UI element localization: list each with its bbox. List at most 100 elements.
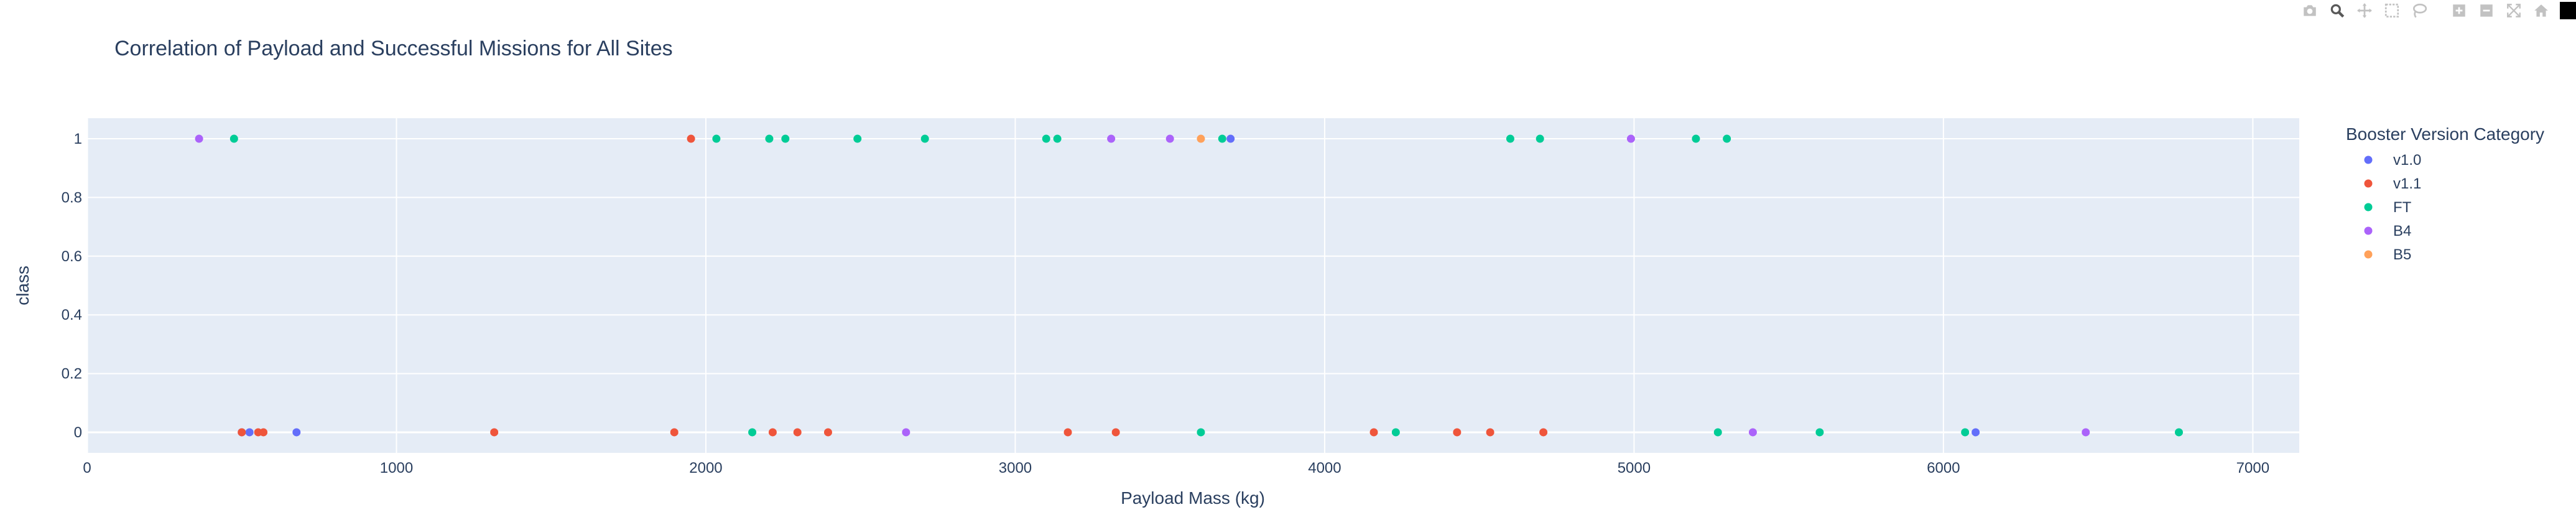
x-tick-label: 2000 — [689, 460, 722, 476]
box-select-button[interactable] — [2378, 1, 2406, 20]
chart-title: Correlation of Payload and Successful Mi… — [114, 37, 673, 60]
data-point[interactable] — [195, 134, 203, 143]
data-point[interactable] — [853, 134, 862, 143]
data-point[interactable] — [1391, 428, 1400, 437]
y-tick-label: 1 — [74, 131, 82, 147]
legend-marker — [2364, 156, 2373, 164]
data-point[interactable] — [1815, 428, 1824, 437]
data-point[interactable] — [793, 428, 802, 437]
data-point[interactable] — [687, 134, 695, 143]
zoom-in-button[interactable] — [2445, 1, 2473, 20]
data-point[interactable] — [292, 428, 301, 437]
data-point[interactable] — [1692, 134, 1700, 143]
data-point[interactable] — [1197, 134, 1205, 143]
modebar-toolbar — [2296, 1, 2576, 20]
data-point[interactable] — [1226, 134, 1235, 143]
legend-title: Booster Version Category — [2346, 124, 2544, 144]
autoscale-button[interactable] — [2500, 1, 2527, 20]
autoscale-icon — [2507, 4, 2521, 17]
y-tick-label: 0.2 — [62, 366, 82, 383]
y-axis-title: class — [13, 266, 32, 305]
data-point[interactable] — [1748, 428, 1757, 437]
reset-axes-button[interactable] — [2527, 1, 2555, 20]
camera-icon — [2304, 5, 2316, 16]
y-tick-label: 0.8 — [62, 189, 82, 206]
y-axis-ticks: 0 0.2 0.4 0.6 0.8 1 — [62, 131, 82, 441]
data-point[interactable] — [490, 428, 499, 437]
data-point[interactable] — [748, 428, 757, 437]
legend-marker — [2364, 250, 2373, 259]
y-tick-label: 0 — [74, 424, 82, 441]
plot-background[interactable] — [87, 118, 2299, 453]
data-point[interactable] — [823, 428, 832, 437]
x-tick-label: 4000 — [1308, 460, 1341, 476]
zoom-out-button[interactable] — [2473, 1, 2500, 20]
data-point[interactable] — [1486, 428, 1494, 437]
zoom-button[interactable] — [2323, 1, 2351, 20]
lasso-select-icon — [2412, 3, 2427, 18]
legend-label: FT — [2393, 199, 2412, 216]
data-point[interactable] — [781, 134, 790, 143]
data-point[interactable] — [902, 428, 910, 437]
x-tick-label: 1000 — [380, 460, 413, 476]
box-select-icon — [2384, 3, 2399, 18]
x-tick-label: 6000 — [1927, 460, 1960, 476]
legend-marker — [2364, 226, 2373, 235]
data-point[interactable] — [1536, 134, 1544, 143]
legend-item-B4[interactable]: B4 — [2364, 223, 2412, 239]
plotly-logo[interactable] — [2560, 2, 2576, 19]
data-point[interactable] — [1626, 134, 1635, 143]
data-point[interactable] — [1506, 134, 1514, 143]
data-point[interactable] — [245, 428, 254, 437]
x-tick-label: 0 — [83, 460, 91, 476]
data-point[interactable] — [1723, 134, 1731, 143]
data-point[interactable] — [768, 428, 777, 437]
data-point[interactable] — [1053, 134, 1062, 143]
legend-label: B5 — [2393, 246, 2411, 263]
data-point[interactable] — [1063, 428, 1072, 437]
data-point[interactable] — [259, 428, 268, 437]
lasso-select-button[interactable] — [2406, 1, 2433, 20]
data-point[interactable] — [1218, 134, 1226, 143]
zoom-out-icon — [2480, 4, 2493, 17]
x-axis-ticks: 0 1000 2000 3000 4000 5000 6000 7000 — [83, 460, 2269, 476]
data-point[interactable] — [1197, 428, 1205, 437]
legend-label: B4 — [2393, 223, 2411, 239]
data-point[interactable] — [1961, 428, 1970, 437]
series-B5 — [1197, 134, 1205, 143]
legend: v1.0 v1.1 FT B4 B5 — [2364, 152, 2422, 263]
data-point[interactable] — [1539, 428, 1548, 437]
data-point[interactable] — [1111, 428, 1120, 437]
pan-button[interactable] — [2351, 1, 2378, 20]
legend-item-v1.0[interactable]: v1.0 — [2364, 152, 2422, 169]
data-point[interactable] — [1369, 428, 1378, 437]
data-point[interactable] — [238, 428, 246, 437]
data-point[interactable] — [670, 428, 679, 437]
camera-button[interactable] — [2296, 1, 2323, 20]
legend-item-FT[interactable]: FT — [2364, 199, 2412, 216]
data-point[interactable] — [1042, 134, 1050, 143]
legend-marker — [2364, 179, 2373, 188]
data-point[interactable] — [765, 134, 774, 143]
data-points — [195, 134, 2183, 437]
series-v1.1 — [238, 134, 1548, 437]
legend-item-B5[interactable]: B5 — [2364, 246, 2412, 263]
data-point[interactable] — [1453, 428, 1462, 437]
data-point[interactable] — [2174, 428, 2183, 437]
zoom-in-icon — [2453, 4, 2465, 17]
data-point[interactable] — [1107, 134, 1116, 143]
pan-icon — [2357, 3, 2372, 18]
x-axis-title: Payload Mass (kg) — [1121, 488, 1265, 508]
reset-axes-icon — [2534, 4, 2548, 17]
data-point[interactable] — [712, 134, 721, 143]
data-point[interactable] — [1971, 428, 1980, 437]
legend-item-v1.1[interactable]: v1.1 — [2364, 175, 2422, 192]
data-point[interactable] — [1713, 428, 1722, 437]
data-point[interactable] — [2082, 428, 2090, 437]
data-point[interactable] — [229, 134, 238, 143]
y-tick-label: 0.4 — [62, 307, 82, 323]
legend-marker — [2364, 203, 2373, 211]
data-point[interactable] — [920, 134, 929, 143]
data-point[interactable] — [1165, 134, 1174, 143]
